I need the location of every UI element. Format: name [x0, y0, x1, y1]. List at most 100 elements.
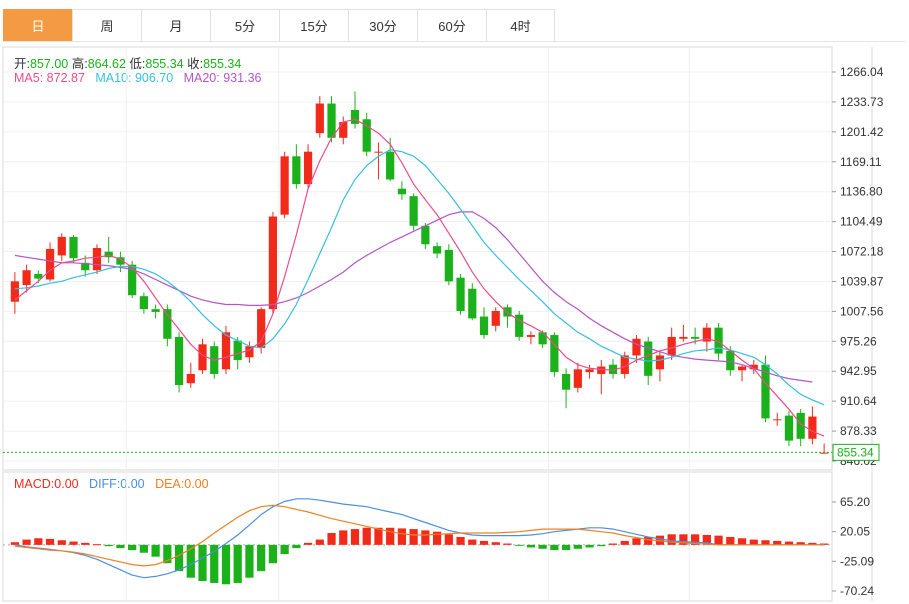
macd-bar [515, 544, 524, 546]
tab-7[interactable]: 4时 [486, 9, 555, 42]
candle-body [163, 309, 172, 339]
tab-2[interactable]: 月 [141, 9, 210, 42]
macd-bar [92, 544, 102, 546]
macd-bar [749, 539, 758, 545]
y-tick-label: 878.33 [840, 424, 877, 438]
macd-bar [421, 530, 430, 545]
candle-body [714, 327, 723, 354]
high-label: 高: [71, 57, 88, 71]
close-label: 收: [187, 57, 204, 71]
candle-body [186, 373, 195, 384]
ma5-label: MA5: [14, 71, 44, 85]
macd-readout: MACD:0.00 DIFF:0.00 DEA:0.00 [14, 477, 209, 491]
macd-frame [2, 471, 833, 602]
candle-body [22, 270, 31, 286]
macd-y-tick-label: 65.20 [840, 495, 870, 509]
tab-0[interactable]: 日 [3, 9, 72, 42]
macd-y-tick-label: -70.24 [840, 584, 874, 598]
y-tick-label: 1072.18 [840, 245, 884, 259]
macd-bar [386, 527, 395, 545]
candle-body [444, 249, 453, 282]
tab-1[interactable]: 周 [72, 9, 141, 42]
macd-bar [691, 534, 700, 545]
candle-body [632, 338, 641, 356]
last-price-label: 855.34 [837, 445, 874, 459]
candle-body [550, 335, 559, 373]
macd-bar [784, 541, 794, 545]
diff-line [14, 498, 825, 579]
candle-body [585, 369, 594, 373]
macd-bar [597, 544, 606, 547]
y-tick-label: 1136.80 [840, 185, 883, 199]
candle-body [409, 196, 418, 226]
macd-bar [620, 540, 629, 545]
ma20-label: MA20: [183, 71, 220, 85]
candle-body [562, 373, 571, 390]
candle-body [151, 309, 160, 312]
macd-bar [139, 544, 148, 553]
candle-body [268, 216, 277, 310]
macd-bar [679, 534, 688, 545]
tab-3[interactable]: 5分 [210, 9, 279, 42]
candle-body [749, 364, 758, 370]
y-tick-label: 975.26 [840, 334, 877, 348]
macd-bar [339, 530, 348, 545]
candle-body [221, 332, 231, 370]
candle-body [34, 273, 43, 279]
candle-body [515, 314, 524, 337]
dea-label: DEA: [155, 477, 185, 491]
y-tick-label: 1201.42 [840, 125, 884, 139]
last-price-box [832, 443, 880, 461]
candle-body [491, 310, 500, 326]
ma10-value: 906.70 [134, 71, 174, 85]
macd-bar [667, 534, 676, 545]
candle-body [45, 248, 55, 280]
candle-body [538, 332, 547, 345]
macd-bar [57, 540, 66, 545]
dea-value: 0.00 [184, 477, 209, 491]
macd-bar [644, 536, 653, 545]
macd-bar [479, 540, 489, 545]
macd-bar [409, 529, 418, 545]
high-value: 864.62 [87, 57, 126, 71]
candle-body [386, 151, 395, 180]
macd-bar [503, 543, 512, 545]
macd-bar [116, 544, 125, 549]
macd-bar [34, 538, 43, 545]
y-tick-label: 1266.04 [840, 65, 884, 79]
macd-bar [538, 544, 547, 549]
candle-body [10, 281, 19, 302]
macd-bar [69, 541, 78, 545]
macd-bar [397, 528, 407, 545]
period-tabs: 日周月 5分 15分 30分 60分 4时 [3, 9, 555, 42]
y-tick-label: 942.95 [840, 364, 877, 378]
macd-bar [221, 544, 231, 585]
macd-bar [573, 544, 582, 549]
ma5-value: 872.87 [46, 71, 85, 85]
candle-body [573, 369, 582, 388]
candle-body [667, 336, 676, 356]
candle-body [339, 122, 348, 138]
macd-bar [550, 544, 559, 551]
candle-body [245, 346, 254, 358]
macd-bar [820, 543, 829, 545]
candle-body [679, 336, 688, 339]
macd-bar [245, 544, 254, 578]
macd-bar [702, 534, 711, 545]
tab-6[interactable]: 60分 [417, 9, 486, 42]
macd-bar [104, 544, 113, 547]
y-tick-label: 1007.56 [840, 304, 884, 318]
candle-body [702, 327, 711, 342]
macd-bar [45, 538, 55, 545]
main-frame [2, 46, 833, 471]
candle-body [820, 452, 829, 454]
candle-body [808, 416, 817, 439]
candle-body [280, 156, 289, 215]
candle-body [174, 336, 184, 386]
tab-5[interactable]: 30分 [348, 9, 417, 42]
candle-body [784, 415, 794, 441]
macd-bar [350, 529, 360, 545]
close-value: 855.34 [203, 57, 242, 71]
macd-bar [362, 527, 371, 545]
